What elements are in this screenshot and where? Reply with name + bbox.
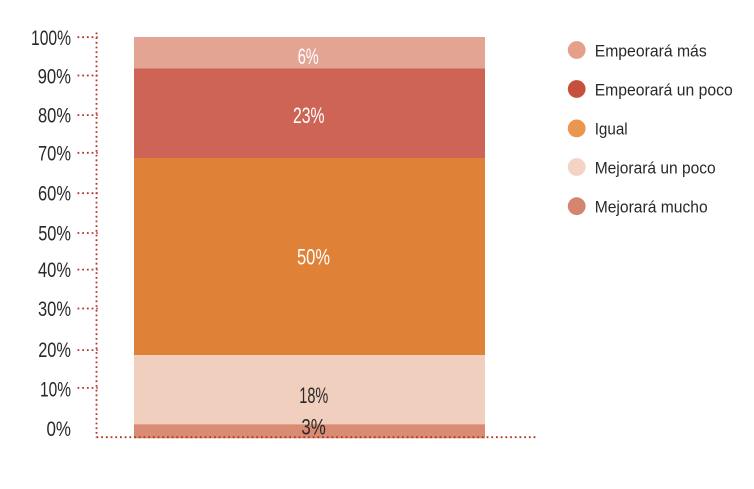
- svg-text:90%: 90%: [38, 66, 71, 89]
- svg-text:100%: 100%: [31, 27, 71, 50]
- svg-text:20%: 20%: [38, 339, 71, 362]
- svg-text:50%: 50%: [38, 222, 71, 245]
- svg-text:Mejorará un poco: Mejorará un poco: [595, 158, 716, 177]
- svg-text:23%: 23%: [293, 103, 325, 128]
- svg-text:Igual: Igual: [595, 120, 628, 139]
- svg-text:50%: 50%: [297, 244, 330, 269]
- svg-text:10%: 10%: [40, 378, 71, 401]
- svg-text:60%: 60%: [38, 183, 71, 206]
- svg-text:18%: 18%: [299, 383, 328, 408]
- svg-text:Empeorará un poco: Empeorará un poco: [595, 80, 733, 99]
- svg-text:30%: 30%: [38, 298, 71, 321]
- svg-text:0%: 0%: [47, 418, 72, 441]
- svg-text:Mejorará mucho: Mejorará mucho: [595, 198, 708, 217]
- svg-text:Empeorará más: Empeorará más: [595, 41, 707, 60]
- svg-text:6%: 6%: [298, 44, 319, 69]
- svg-text:3%: 3%: [301, 414, 326, 439]
- svg-text:70%: 70%: [38, 142, 71, 165]
- svg-text:40%: 40%: [38, 259, 71, 282]
- svg-text:80%: 80%: [38, 105, 71, 128]
